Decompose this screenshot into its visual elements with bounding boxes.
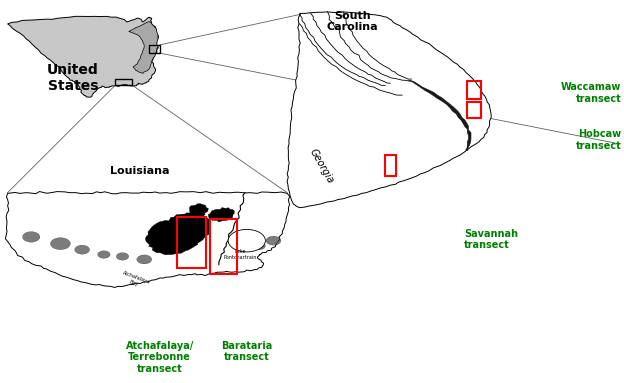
Polygon shape (6, 192, 290, 287)
Bar (467, 81, 481, 99)
Text: Lake
Pontchartrain: Lake Pontchartrain (224, 249, 257, 260)
Circle shape (22, 232, 40, 242)
Polygon shape (287, 12, 491, 208)
Circle shape (51, 238, 71, 250)
Text: Georgia: Georgia (308, 147, 335, 186)
Circle shape (116, 253, 129, 260)
Circle shape (266, 236, 281, 245)
Circle shape (228, 229, 265, 252)
Polygon shape (208, 208, 235, 222)
Circle shape (98, 251, 110, 258)
Bar (149, 45, 160, 53)
Bar (115, 79, 132, 85)
Text: South
Carolina: South Carolina (326, 11, 378, 33)
Polygon shape (7, 16, 158, 97)
Bar (385, 155, 396, 176)
Text: Savannah
transect: Savannah transect (464, 229, 518, 250)
Bar (210, 219, 238, 274)
Polygon shape (408, 80, 471, 151)
Polygon shape (129, 22, 158, 74)
Text: Hobcaw
transect: Hobcaw transect (575, 129, 622, 151)
Polygon shape (145, 212, 210, 255)
Text: Atchafalaya/
Terrebonne
transect: Atchafalaya/ Terrebonne transect (125, 341, 194, 374)
Circle shape (75, 245, 90, 254)
Bar (177, 217, 206, 268)
Text: Waccamaw
transect: Waccamaw transect (561, 82, 622, 104)
Text: Louisiana: Louisiana (110, 166, 170, 176)
Text: United
States: United States (47, 63, 99, 93)
Circle shape (253, 242, 265, 250)
Bar (467, 102, 481, 118)
Text: Barataria
transect: Barataria transect (221, 341, 273, 362)
Polygon shape (190, 204, 208, 216)
Text: Atchafalaya
Bay: Atchafalaya Bay (119, 271, 150, 291)
Circle shape (137, 255, 152, 264)
